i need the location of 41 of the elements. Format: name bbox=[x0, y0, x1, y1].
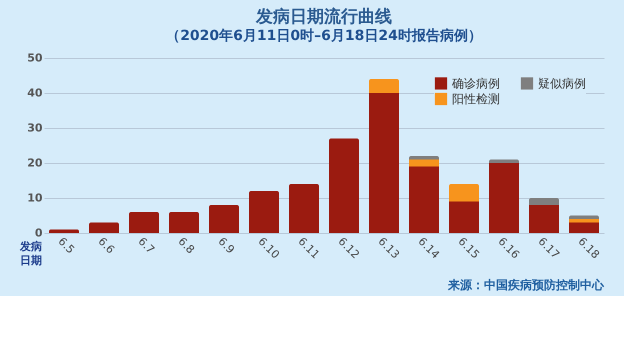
x-tick-label: 6.9 bbox=[216, 234, 238, 256]
bar bbox=[569, 222, 599, 233]
bar bbox=[409, 166, 439, 233]
bar bbox=[569, 219, 599, 222]
bar bbox=[369, 93, 399, 233]
bar bbox=[489, 160, 519, 163]
bar bbox=[569, 216, 599, 219]
legend-label: 疑似病例 bbox=[538, 76, 586, 90]
bar bbox=[409, 160, 439, 166]
y-tick-label: 50 bbox=[27, 52, 43, 64]
bar bbox=[89, 222, 119, 233]
y-tick-label: 40 bbox=[27, 86, 43, 100]
bar bbox=[449, 202, 479, 233]
legend-label: 确诊病例 bbox=[451, 76, 500, 90]
y-tick-label: 30 bbox=[27, 122, 43, 134]
x-axis-title: 发病日期 bbox=[19, 240, 42, 267]
bar bbox=[369, 79, 399, 93]
y-tick-label: 0 bbox=[34, 226, 43, 240]
chart-subtitle: （2020年6月11日0时–6月18日24时报告病例） bbox=[166, 27, 482, 44]
bar bbox=[249, 191, 279, 233]
bar bbox=[289, 184, 319, 233]
y-tick-label: 10 bbox=[27, 192, 43, 204]
bar bbox=[449, 184, 479, 202]
x-tick-label: 6.17 bbox=[536, 234, 562, 262]
bar bbox=[329, 138, 359, 233]
bar bbox=[409, 156, 439, 160]
bar bbox=[529, 198, 559, 205]
x-tick-label: 6.5 bbox=[56, 234, 78, 256]
x-tick-label: 6.8 bbox=[176, 234, 198, 256]
bar bbox=[529, 205, 559, 233]
bar bbox=[489, 163, 519, 233]
source-note: 来源：中国疾病预防控制中心 bbox=[447, 278, 605, 292]
legend-label: 阳性检测 bbox=[452, 92, 500, 106]
x-tick-label: 6.6 bbox=[96, 234, 118, 256]
y-tick-label: 20 bbox=[27, 156, 43, 170]
bar bbox=[129, 212, 159, 233]
bar bbox=[169, 212, 199, 233]
bar bbox=[49, 230, 79, 233]
x-tick-label: 6.7 bbox=[136, 234, 158, 256]
bar bbox=[209, 205, 239, 233]
chart-title: 发病日期流行曲线 bbox=[255, 7, 392, 27]
